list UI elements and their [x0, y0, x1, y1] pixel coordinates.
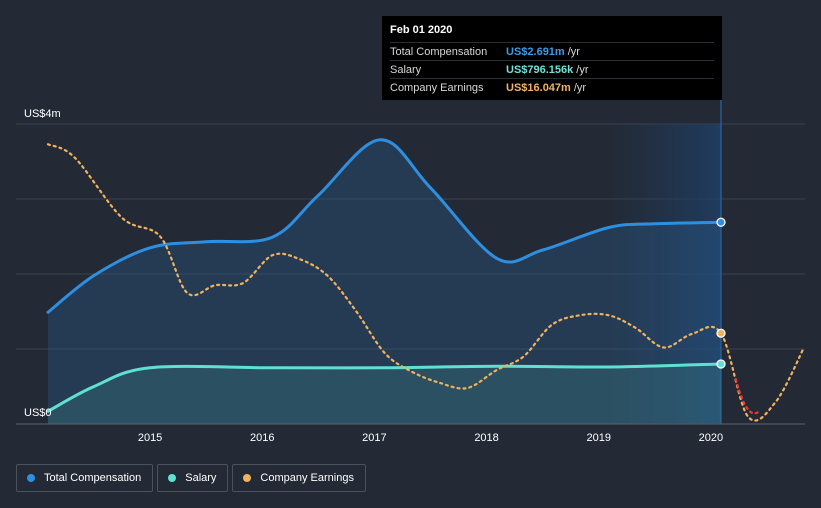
tooltip-value: US$16.047m	[506, 81, 571, 94]
tooltip-date: Feb 01 2020	[390, 24, 453, 36]
tooltip-row-salary: Salary US$796.156k /yr	[390, 60, 714, 78]
company-earnings-negative-segment	[734, 377, 762, 415]
x-axis-ticks: 2015 2016 2017 2018 2019 2020	[138, 432, 723, 444]
y-axis-bottom-label: US$0	[24, 407, 52, 419]
x-tick-label: 2019	[586, 432, 610, 444]
legend-label: Salary	[185, 472, 217, 484]
legend: Total Compensation Salary Company Earnin…	[16, 464, 366, 492]
legend-label: Total Compensation	[44, 472, 142, 484]
legend-dot-icon	[243, 474, 252, 482]
highlight-band-rect	[608, 124, 721, 424]
total-compensation-line	[46, 138, 723, 314]
tooltip-unit: /yr	[573, 81, 587, 94]
x-tick-label: 2017	[362, 432, 386, 444]
salary-highlight-point	[716, 359, 726, 369]
highlight-band	[608, 100, 722, 424]
total-compensation-highlight-point	[716, 217, 726, 227]
legend-item-salary[interactable]: Salary	[157, 464, 229, 492]
salary-area	[48, 364, 721, 424]
tooltip-row-total-compensation: Total Compensation US$2.691m /yr	[390, 42, 714, 60]
tooltip: Feb 01 2020 Total Compensation US$2.691m…	[382, 16, 722, 100]
highlight-points	[716, 217, 726, 369]
legend-dot-icon	[27, 474, 35, 482]
company-earnings-highlight-point	[716, 328, 726, 338]
legend-dot-icon	[168, 474, 177, 482]
tooltip-label: Company Earnings	[390, 81, 484, 94]
x-tick-label: 2015	[138, 432, 162, 444]
series-areas	[48, 139, 721, 424]
x-tick-label: 2018	[474, 432, 498, 444]
legend-label: Company Earnings	[260, 472, 354, 484]
company-earnings-line	[46, 143, 806, 422]
tooltip-row-company-earnings: Company Earnings US$16.047m /yr	[390, 78, 714, 96]
x-tick-label: 2020	[699, 432, 723, 444]
y-axis-top-label: US$4m	[24, 108, 61, 120]
tooltip-label: Total Compensation	[390, 45, 488, 58]
series-lines	[46, 138, 806, 422]
salary-line	[46, 362, 723, 413]
x-tick-label: 2016	[250, 432, 274, 444]
tooltip-value: US$796.156k	[506, 63, 574, 76]
tooltip-unit: /yr	[576, 63, 589, 76]
legend-item-company-earnings[interactable]: Company Earnings	[232, 464, 366, 492]
tooltip-value: US$2.691m	[506, 45, 565, 58]
tooltip-unit: /yr	[567, 45, 580, 58]
tooltip-label: Salary	[390, 63, 422, 76]
legend-item-total-compensation[interactable]: Total Compensation	[16, 464, 154, 492]
total-compensation-area	[48, 139, 721, 424]
